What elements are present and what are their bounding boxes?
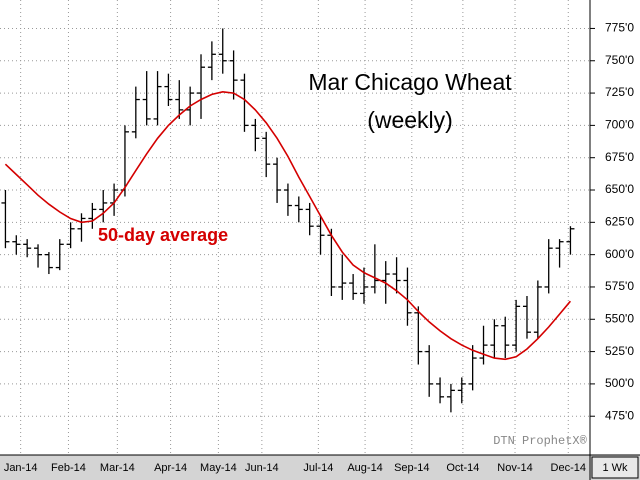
interval-label: 1 Wk <box>602 462 628 474</box>
x-tick-label: Mar-14 <box>100 462 135 474</box>
y-tick-label: 700'0 <box>605 118 634 132</box>
y-tick-label: 550'0 <box>605 311 634 325</box>
y-tick-label: 750'0 <box>605 53 634 67</box>
y-tick-label: 625'0 <box>605 215 634 229</box>
x-tick-label: Feb-14 <box>51 462 86 474</box>
interval-box <box>591 456 639 479</box>
y-tick-label: 525'0 <box>605 344 634 358</box>
moving-average-label: 50-day average <box>98 225 228 245</box>
x-tick-label: Sep-14 <box>394 462 429 474</box>
y-axis-strip <box>590 0 640 455</box>
x-tick-label: Jun-14 <box>245 462 279 474</box>
y-tick-label: 675'0 <box>605 150 634 164</box>
y-tick-label: 775'0 <box>605 21 634 35</box>
y-tick-label: 725'0 <box>605 85 634 99</box>
y-tick-label: 500'0 <box>605 376 634 390</box>
x-axis-strip <box>0 455 640 480</box>
chart-title: Mar Chicago Wheat <box>308 69 512 95</box>
x-tick-label: Jan-14 <box>4 462 38 474</box>
x-tick-label: Dec-14 <box>551 462 586 474</box>
x-tick-label: Oct-14 <box>446 462 479 474</box>
y-tick-label: 650'0 <box>605 182 634 196</box>
y-tick-label: 475'0 <box>605 408 634 422</box>
x-tick-label: Aug-14 <box>347 462 382 474</box>
y-tick-label: 600'0 <box>605 247 634 261</box>
x-tick-label: May-14 <box>200 462 237 474</box>
x-tick-label: Nov-14 <box>497 462 532 474</box>
y-tick-label: 575'0 <box>605 279 634 293</box>
moving-average-line <box>4 90 572 361</box>
x-tick-label: Jul-14 <box>303 462 333 474</box>
x-tick-label: Apr-14 <box>154 462 187 474</box>
chart-subtitle: (weekly) <box>367 107 453 133</box>
watermark: DTN ProphetX® <box>493 434 587 448</box>
